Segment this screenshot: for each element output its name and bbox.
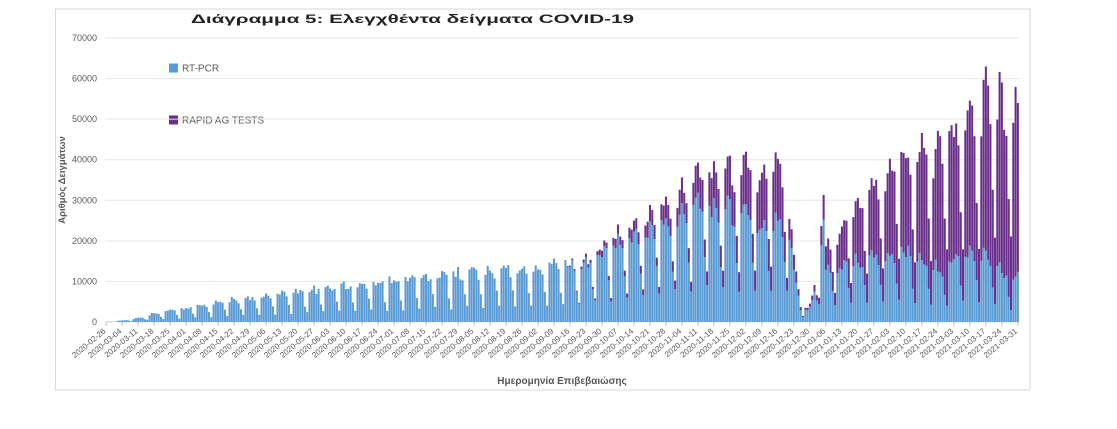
svg-text:40000: 40000 — [72, 155, 97, 165]
svg-text:10000: 10000 — [72, 276, 97, 286]
svg-text:30000: 30000 — [72, 195, 97, 205]
svg-text:RT-PCR: RT-PCR — [182, 64, 219, 75]
svg-text:Ημερομηνία Επιβεβαιώσης: Ημερομηνία Επιβεβαιώσης — [497, 376, 626, 387]
svg-text:Αριθμός Δειγμάτων: Αριθμός Δειγμάτων — [57, 136, 68, 224]
svg-text:60000: 60000 — [72, 74, 97, 84]
svg-text:50000: 50000 — [72, 114, 97, 124]
svg-text:70000: 70000 — [72, 33, 97, 43]
svg-text:0: 0 — [92, 317, 97, 327]
svg-text:RAPID AG TESTS: RAPID AG TESTS — [182, 116, 264, 127]
svg-text:20000: 20000 — [72, 236, 97, 246]
svg-text:Διάγραμμα 5: Ελεγχθέντα δείγμ: Διάγραμμα 5: Ελεγχθέντα δείγματα COVID-1… — [191, 12, 635, 26]
